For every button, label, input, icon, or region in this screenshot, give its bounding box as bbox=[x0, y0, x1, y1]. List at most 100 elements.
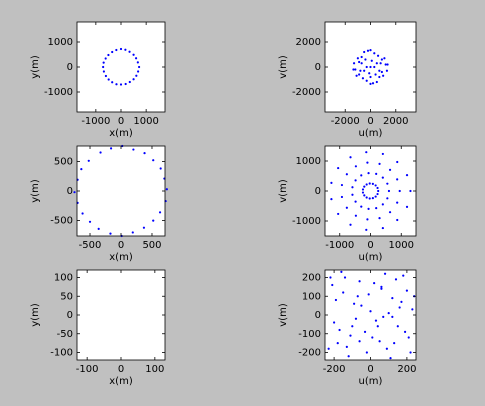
point bbox=[107, 53, 110, 57]
point bbox=[382, 315, 385, 318]
point bbox=[378, 69, 381, 72]
point bbox=[391, 297, 394, 300]
point bbox=[367, 293, 370, 296]
point bbox=[109, 232, 112, 235]
point bbox=[367, 171, 370, 175]
point bbox=[104, 57, 107, 60]
point bbox=[97, 227, 100, 230]
point bbox=[358, 280, 361, 283]
point bbox=[376, 186, 379, 190]
point bbox=[111, 81, 114, 84]
point bbox=[407, 336, 410, 339]
point bbox=[377, 189, 380, 193]
point bbox=[165, 188, 168, 191]
point bbox=[366, 218, 369, 221]
point bbox=[400, 300, 403, 303]
y-tick-label: 0 bbox=[315, 62, 321, 73]
x-tick-label: 2000 bbox=[383, 116, 408, 127]
y-tick-label: -500 bbox=[50, 216, 73, 227]
point bbox=[351, 193, 354, 196]
point bbox=[119, 47, 123, 51]
point bbox=[340, 270, 343, 273]
x-axis-label: x(m) bbox=[109, 128, 133, 139]
point bbox=[405, 205, 409, 208]
point bbox=[391, 315, 394, 318]
point bbox=[376, 325, 379, 328]
y-tick-label: 0 bbox=[67, 310, 73, 321]
point bbox=[367, 207, 370, 211]
point bbox=[388, 168, 392, 171]
x-tick-label: -200 bbox=[323, 364, 346, 375]
point bbox=[354, 317, 358, 320]
point bbox=[405, 289, 408, 292]
x-axis-label: x(m) bbox=[109, 252, 133, 263]
point bbox=[102, 65, 105, 69]
y-tick-label: -200 bbox=[298, 348, 321, 359]
point bbox=[409, 351, 412, 354]
point bbox=[135, 74, 138, 77]
point bbox=[369, 49, 372, 52]
y-tick-label: 200 bbox=[302, 273, 321, 284]
plot-area bbox=[77, 146, 165, 236]
point bbox=[396, 201, 399, 204]
x-axis-label: x(m) bbox=[109, 376, 133, 387]
point bbox=[411, 308, 414, 311]
point bbox=[349, 223, 352, 226]
point bbox=[152, 219, 155, 222]
point bbox=[398, 189, 401, 193]
point bbox=[373, 282, 376, 285]
point bbox=[366, 161, 369, 164]
point bbox=[369, 65, 372, 69]
point bbox=[373, 65, 376, 69]
point bbox=[80, 167, 83, 171]
point bbox=[380, 287, 383, 290]
point bbox=[365, 65, 368, 69]
point bbox=[132, 78, 135, 81]
point bbox=[354, 68, 357, 71]
point bbox=[365, 183, 368, 186]
point bbox=[381, 203, 384, 206]
point bbox=[368, 197, 371, 200]
point bbox=[99, 151, 102, 154]
x-tick-label: -1000 bbox=[81, 116, 110, 127]
point bbox=[378, 75, 381, 79]
point bbox=[356, 295, 359, 298]
point bbox=[336, 342, 339, 345]
y-tick-label: 0 bbox=[67, 186, 73, 197]
point bbox=[353, 302, 356, 305]
point bbox=[409, 189, 412, 193]
point bbox=[347, 355, 350, 358]
point bbox=[340, 183, 344, 187]
point bbox=[381, 226, 384, 230]
point bbox=[354, 179, 357, 182]
point bbox=[365, 79, 368, 82]
point bbox=[109, 147, 113, 150]
point bbox=[352, 62, 356, 65]
point bbox=[388, 211, 392, 214]
x-tick-label: -500 bbox=[79, 240, 102, 251]
y-tick-label: -50 bbox=[57, 329, 73, 340]
x-tick-label: 0 bbox=[367, 364, 373, 375]
point bbox=[370, 59, 373, 62]
point bbox=[102, 70, 106, 73]
x-tick-label: 0 bbox=[118, 116, 124, 127]
y-tick-label: -2000 bbox=[292, 87, 321, 98]
point bbox=[345, 206, 348, 209]
point bbox=[387, 189, 391, 193]
point bbox=[371, 197, 374, 200]
point bbox=[349, 156, 352, 159]
x-axis-label: u(m) bbox=[359, 128, 383, 139]
point bbox=[342, 291, 345, 294]
point bbox=[338, 328, 341, 332]
point bbox=[352, 68, 355, 71]
plot-area bbox=[325, 146, 416, 236]
point bbox=[359, 69, 362, 72]
point bbox=[345, 345, 348, 348]
y-tick-label: 1000 bbox=[48, 37, 73, 48]
point bbox=[396, 178, 399, 181]
point bbox=[396, 218, 399, 222]
x-tick-label: 200 bbox=[397, 364, 416, 375]
